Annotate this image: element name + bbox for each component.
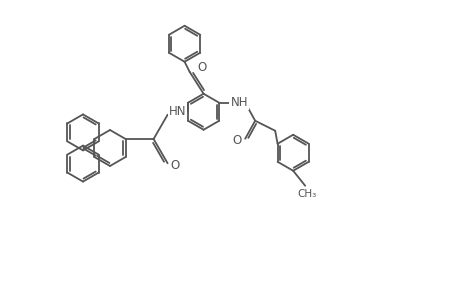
Text: NH: NH	[230, 96, 247, 109]
Text: CH₃: CH₃	[297, 189, 316, 199]
Text: O: O	[232, 134, 241, 147]
Text: O: O	[169, 159, 179, 172]
Text: HN: HN	[168, 105, 186, 118]
Text: O: O	[196, 61, 206, 74]
